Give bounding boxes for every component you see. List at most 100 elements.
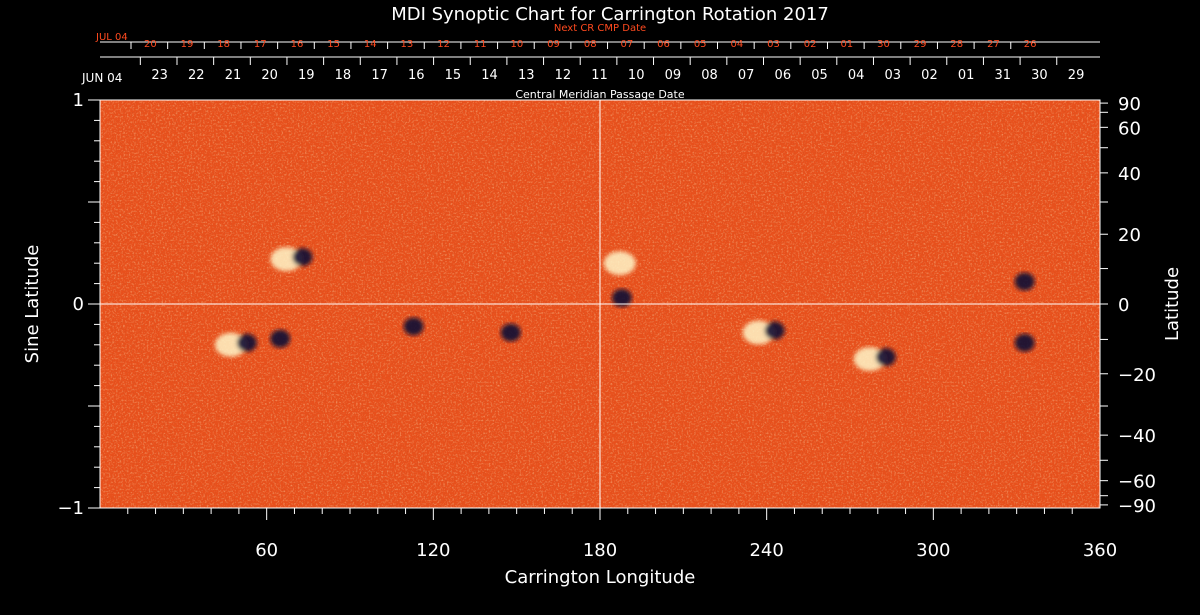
next-cr-date-label: 01 xyxy=(840,39,853,50)
active-region-4 xyxy=(500,323,521,342)
active-region-2 xyxy=(270,329,291,348)
next-cr-date-label: 14 xyxy=(364,39,377,50)
y-right-tick-label: 0 xyxy=(1118,295,1129,316)
cmp-date-label: 17 xyxy=(371,68,388,83)
cmp-date-label: 31 xyxy=(994,68,1011,83)
y-right-tick-label: 40 xyxy=(1118,164,1141,185)
cmp-date-label: 22 xyxy=(188,68,205,83)
active-region-6 xyxy=(603,251,636,276)
negative-spot xyxy=(611,288,632,307)
negative-spot xyxy=(292,248,313,267)
cmp-date-label: 06 xyxy=(775,68,792,83)
active-region-10 xyxy=(1014,272,1035,291)
x-axis-label: Carrington Longitude xyxy=(505,567,696,588)
next-cr-date-label: 12 xyxy=(437,39,450,50)
next-cr-date-label: 19 xyxy=(181,39,194,50)
cmp-date-label: 16 xyxy=(408,68,425,83)
cmp-date-label: 11 xyxy=(591,68,608,83)
negative-spot xyxy=(500,323,521,342)
x-tick-label: 300 xyxy=(916,540,950,561)
top-date-axes: 23 22 21 20 19 18 17 16 15 14 13 12 11 10 09 08 07 06 05 04… xyxy=(81,23,1100,85)
next-cr-date-label: 27 xyxy=(987,39,1000,50)
y-right-tick-label: 90 xyxy=(1118,94,1141,115)
cmp-date-label: 07 xyxy=(738,68,755,83)
negative-spot xyxy=(236,333,257,352)
next-cr-date-label: 10 xyxy=(511,39,524,50)
cmp-date-label: 08 xyxy=(701,68,718,83)
cmp-date-label: 09 xyxy=(665,68,682,83)
cmp-date-label: 18 xyxy=(335,68,352,83)
y-right-tick-label: −60 xyxy=(1118,472,1156,493)
active-region-5 xyxy=(611,288,632,307)
y-right-tick-label: −90 xyxy=(1118,496,1156,517)
cmp-date-label: 05 xyxy=(811,68,828,83)
active-regions xyxy=(214,247,1035,372)
cmp-date-label: 30 xyxy=(1031,68,1048,83)
cmp-axis-label: Central Meridian Passage Date xyxy=(515,88,684,101)
next-cr-date-label: 06 xyxy=(657,39,670,50)
cmp-date-label: 29 xyxy=(1068,68,1085,83)
next-cr-date-label: 11 xyxy=(474,39,487,50)
cmp-date-label: 03 xyxy=(885,68,902,83)
next-cr-date-label: 20 xyxy=(144,39,157,50)
axes: 60 120 180 240 300 360 1 0 −1 90 60 40 20 0 −20 −40 −60 −… xyxy=(57,90,1156,561)
next-cr-start-label: JUL 04 xyxy=(95,32,128,43)
cmp-date-label: 01 xyxy=(958,68,975,83)
next-cr-date-label: 08 xyxy=(584,39,597,50)
next-cr-date-label: 18 xyxy=(217,39,230,50)
negative-spot xyxy=(270,329,291,348)
x-tick-label: 120 xyxy=(416,540,450,561)
negative-spot xyxy=(403,317,424,336)
cmp-date-label: 12 xyxy=(555,68,572,83)
active-region-9 xyxy=(1014,333,1035,352)
cmp-date-label: 15 xyxy=(445,68,462,83)
y-left-tick-label: 0 xyxy=(73,294,84,315)
next-cr-axis-label: Next CR CMP Date xyxy=(554,23,646,34)
y-left-tick-label: 1 xyxy=(73,90,84,111)
y-right-tick-label: 60 xyxy=(1118,118,1141,139)
x-tick-label: 180 xyxy=(583,540,617,561)
next-cr-date-label: 03 xyxy=(767,39,780,50)
next-cr-date-label: 04 xyxy=(730,39,743,50)
negative-spot xyxy=(875,348,896,367)
next-cr-date-label: 30 xyxy=(877,39,890,50)
next-cr-date-label: 13 xyxy=(401,39,414,50)
next-cr-date-label: 17 xyxy=(254,39,267,50)
y-right-tick-label: −20 xyxy=(1118,365,1156,386)
next-cr-date-label: 28 xyxy=(950,39,963,50)
active-region-3 xyxy=(403,317,424,336)
x-tick-label: 240 xyxy=(749,540,783,561)
active-region-1 xyxy=(214,332,257,357)
active-region-7 xyxy=(742,320,785,345)
cmp-date-label: 21 xyxy=(225,68,242,83)
active-region-0 xyxy=(270,247,313,272)
next-cr-date-label: 05 xyxy=(694,39,707,50)
cmp-date-label: 14 xyxy=(481,68,498,83)
cmp-date-label: 02 xyxy=(921,68,938,83)
next-cr-date-label: 09 xyxy=(547,39,560,50)
next-cr-date-label: 07 xyxy=(621,39,634,50)
next-cr-date-label: 15 xyxy=(327,39,340,50)
cmp-date-label: 20 xyxy=(261,68,278,83)
y-right-tick-label: −40 xyxy=(1118,426,1156,447)
positive-spot xyxy=(603,251,636,276)
negative-spot xyxy=(764,321,785,340)
y-right-tick-label: 20 xyxy=(1118,225,1141,246)
y-axis-label-right: Latitude xyxy=(1162,267,1183,341)
cmp-date-label: 19 xyxy=(298,68,315,83)
x-tick-label: 60 xyxy=(255,540,278,561)
negative-spot xyxy=(1014,272,1035,291)
cmp-date-label: 23 xyxy=(151,68,168,83)
chart-title: MDI Synoptic Chart for Carrington Rotati… xyxy=(391,4,829,25)
cmp-start-label: JUN 04 xyxy=(81,71,122,85)
cmp-date-label: 04 xyxy=(848,68,865,83)
crosshair-grid xyxy=(100,100,1100,508)
y-left-tick-label: −1 xyxy=(57,498,84,519)
active-region-8 xyxy=(853,347,896,372)
next-cr-date-label: 02 xyxy=(804,39,817,50)
next-cr-date-label: 26 xyxy=(1024,39,1037,50)
y-axis-label-left: Sine Latitude xyxy=(22,245,43,364)
x-tick-label: 360 xyxy=(1083,540,1117,561)
